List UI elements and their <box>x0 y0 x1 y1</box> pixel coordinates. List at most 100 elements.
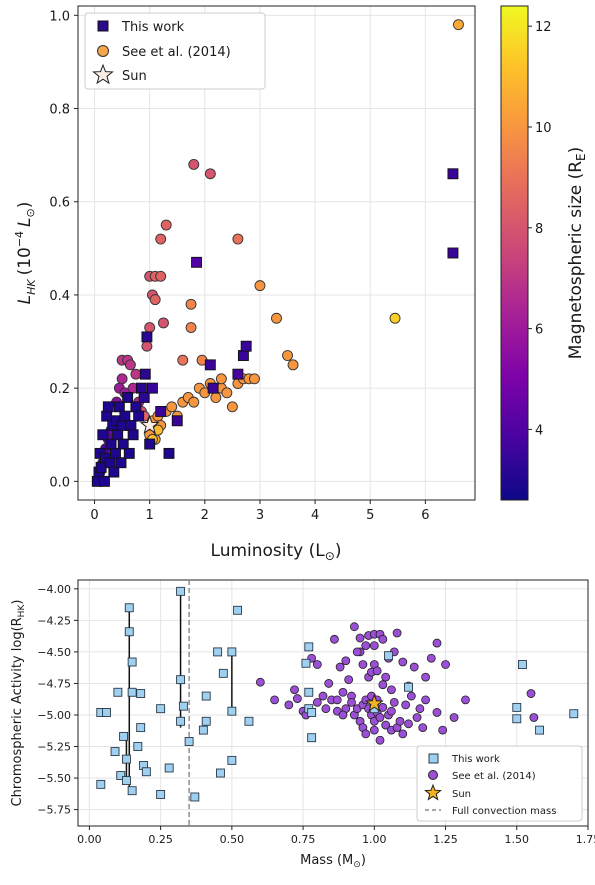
colorbar-tick-label: 4 <box>535 423 543 438</box>
see2014-point <box>318 691 328 701</box>
this-work-point <box>244 716 254 726</box>
this-work-point <box>176 586 186 596</box>
top-x-tick-label: 5 <box>366 508 374 523</box>
see2014-point <box>378 634 388 644</box>
see2014-point <box>432 708 442 717</box>
colorbar-tick-label: 6 <box>535 323 543 338</box>
top-legend: This work See et al. (2014) Sun <box>84 12 266 90</box>
this-work-point <box>447 247 459 259</box>
this-work-point <box>113 687 123 697</box>
see2014-point <box>395 716 405 726</box>
see2014-point <box>381 672 391 682</box>
see2014-point <box>358 660 368 669</box>
this-work-point <box>198 725 208 735</box>
see2014-point <box>449 713 459 722</box>
see2014-point <box>287 359 299 371</box>
this-work-point <box>110 447 121 459</box>
legend2-square-marker <box>428 753 439 764</box>
bottom-y-tick-label: −4.50 <box>37 646 71 659</box>
this-work-point <box>171 415 183 427</box>
this-work-point <box>227 706 237 716</box>
see2014-point <box>185 322 197 334</box>
this-work-point <box>139 368 151 380</box>
this-work-point <box>99 475 110 487</box>
this-work-point <box>127 687 137 697</box>
see2014-point <box>155 233 167 245</box>
sun-point <box>139 415 160 434</box>
see2014-point <box>347 697 356 707</box>
this-work-point <box>141 767 151 777</box>
see2014-point <box>338 710 348 720</box>
see2014-point <box>149 294 161 306</box>
colorbar: 4 6 8 10 12 Magnetospheric size (RE) <box>500 5 588 501</box>
top-y-tick-label: 0.4 <box>49 289 70 304</box>
see2014-point <box>387 685 396 695</box>
colorbar-tick-label: 8 <box>535 222 543 237</box>
see2014-point <box>389 697 399 707</box>
bottom-x-axis-label: Mass (M⊙) <box>300 853 366 870</box>
see2014-point <box>312 697 322 707</box>
see2014-point <box>381 720 391 730</box>
bottom-y-tick-label: −4.00 <box>37 583 71 596</box>
this-work-point <box>122 392 134 403</box>
this-work-point <box>124 627 134 637</box>
this-work-point <box>141 331 153 343</box>
this-work-point <box>133 742 143 751</box>
this-work-point <box>227 647 237 657</box>
see2014-point <box>529 713 539 722</box>
bottom-x-tick-label: 0.25 <box>148 833 173 846</box>
see2014-point <box>292 694 302 703</box>
this-work-point <box>218 668 228 678</box>
see2014-point <box>116 373 128 385</box>
legend2-label-this-work: This work <box>451 754 500 765</box>
legend-label-sun: Sun <box>122 69 147 84</box>
this-work-point <box>178 701 188 711</box>
this-work-point <box>512 714 522 724</box>
this-work-point <box>112 429 124 441</box>
this-work-point <box>108 466 120 478</box>
this-work-point <box>127 429 139 441</box>
this-work-point <box>116 771 126 780</box>
see2014-point <box>387 706 396 716</box>
see2014-point <box>412 713 422 722</box>
this-work-point <box>232 368 244 380</box>
see2014-point <box>426 653 436 663</box>
top-ticks: 0 1 2 3 4 5 6 0.0 0.2 0.4 0.6 0.8 1.0 <box>49 9 429 523</box>
this-work-point <box>104 457 116 469</box>
see2014-point <box>332 695 342 705</box>
top-y-tick-label: 0.8 <box>49 103 70 118</box>
see2014-point <box>349 622 359 632</box>
this-work-point <box>123 447 135 459</box>
see2014-point <box>271 312 282 324</box>
this-work-point <box>384 651 394 661</box>
bottom-x-tick-label: 1.50 <box>505 833 530 846</box>
see2014-point <box>335 662 345 672</box>
this-work-point <box>304 687 314 697</box>
this-work-point <box>164 763 174 773</box>
colorbar-label: Magnetospheric size (RE) <box>566 147 588 360</box>
bottom-x-tick-label: 1.25 <box>433 833 458 846</box>
legend-label-this-work: This work <box>121 20 185 35</box>
legend2-label-full-convection: Full convection mass <box>452 806 556 817</box>
top-x-tick-label: 1 <box>146 508 154 523</box>
see2014-point <box>130 368 142 380</box>
see2014-point <box>341 656 351 666</box>
see2014-point <box>215 373 227 385</box>
see2014-point <box>232 233 244 245</box>
this-work-point <box>96 779 106 789</box>
this-work-point <box>156 704 166 714</box>
see2014-point <box>312 660 322 669</box>
bottom-ticks: 0.00 0.25 0.50 0.75 1.00 1.25 1.50 1.75 −5.75 −5.… <box>37 583 595 846</box>
bottom-marks <box>96 580 579 826</box>
bottom-y-tick-label: −5.00 <box>37 709 71 722</box>
luminosity-plot: 0 1 2 3 4 5 60.00.20.40.60.81.0 Luminosity (L⊙… <box>13 5 588 563</box>
see2014-point <box>324 679 334 688</box>
this-work-point <box>307 708 317 717</box>
see2014-point <box>372 666 382 676</box>
top-y-tick-label: 1.0 <box>49 9 70 24</box>
this-work-point <box>121 754 131 764</box>
this-work-point <box>113 401 125 413</box>
see2014-point <box>330 634 339 644</box>
this-work-point <box>569 709 579 719</box>
see2014-point <box>188 396 200 408</box>
